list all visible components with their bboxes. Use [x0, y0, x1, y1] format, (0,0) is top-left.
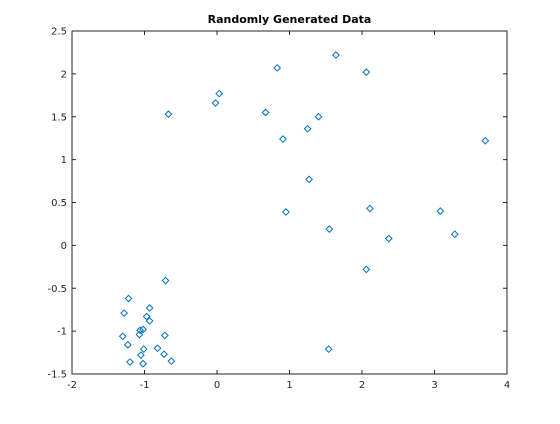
y-tick-label: 2.5 — [51, 27, 67, 38]
data-point-marker — [261, 108, 270, 117]
data-point-marker — [160, 350, 168, 359]
y-tick-label: 1 — [61, 155, 67, 166]
data-point-marker — [362, 265, 371, 274]
y-tick-label: 1.5 — [51, 112, 67, 123]
data-point-marker — [135, 330, 144, 339]
data-point-marker — [160, 331, 169, 340]
data-point-marker — [124, 294, 133, 303]
data-point-marker — [211, 99, 220, 107]
axes-box — [71, 30, 508, 375]
data-point-marker — [145, 304, 154, 312]
data-point-marker — [281, 208, 290, 216]
x-tick-label: -1 — [140, 380, 150, 391]
data-points — [118, 51, 490, 368]
data-point-marker — [142, 312, 151, 321]
y-tick-label: -1 — [57, 327, 67, 338]
data-point-marker — [314, 112, 323, 121]
data-point-marker — [120, 309, 129, 318]
data-point-marker — [139, 345, 148, 354]
data-point-marker — [167, 357, 176, 366]
data-point-marker — [384, 234, 393, 243]
data-point-marker — [331, 51, 340, 59]
data-point-marker — [139, 325, 147, 334]
y-tick-label: 2 — [61, 69, 67, 80]
y-axis: -1.5 -1 -0.5 0 0.5 1 1.5 2 2.5 — [47, 27, 507, 381]
data-point-marker — [153, 344, 162, 353]
data-point-marker — [145, 316, 154, 325]
data-point-marker — [126, 358, 134, 366]
x-tick-label: 0 — [214, 380, 220, 391]
data-point-marker — [279, 135, 287, 143]
data-point-marker — [215, 89, 224, 98]
data-point-marker — [450, 230, 459, 239]
data-point-marker — [324, 345, 333, 354]
y-tick-label: -0.5 — [47, 284, 67, 295]
x-tick-label: 4 — [504, 380, 510, 391]
y-tick-label: 0 — [61, 241, 67, 252]
data-point-marker — [136, 326, 145, 335]
data-point-marker — [123, 340, 132, 349]
data-point-marker — [161, 276, 170, 285]
data-point-marker — [305, 175, 313, 184]
x-axis: -2 -1 0 1 2 3 4 — [67, 31, 510, 391]
x-tick-label: 2 — [359, 380, 365, 391]
data-point-marker — [136, 351, 145, 360]
y-tick-label: 0.5 — [51, 198, 67, 209]
axes-frame — [71, 30, 508, 375]
data-point-marker — [436, 207, 445, 215]
data-point-marker — [325, 225, 334, 233]
data-point-marker — [118, 332, 127, 341]
data-point-marker — [303, 124, 312, 133]
chart-title: Randomly Generated Data — [207, 13, 372, 26]
x-tick-label: 3 — [431, 380, 437, 391]
x-tick-label: -2 — [67, 380, 77, 391]
data-point-marker — [366, 204, 374, 213]
y-tick-label: -1.5 — [47, 370, 67, 381]
data-point-marker — [273, 63, 282, 72]
data-point-marker — [362, 68, 371, 77]
data-point-marker — [164, 110, 173, 119]
data-point-marker — [139, 359, 147, 368]
data-point-marker — [481, 136, 490, 145]
x-tick-label: 1 — [286, 380, 292, 391]
